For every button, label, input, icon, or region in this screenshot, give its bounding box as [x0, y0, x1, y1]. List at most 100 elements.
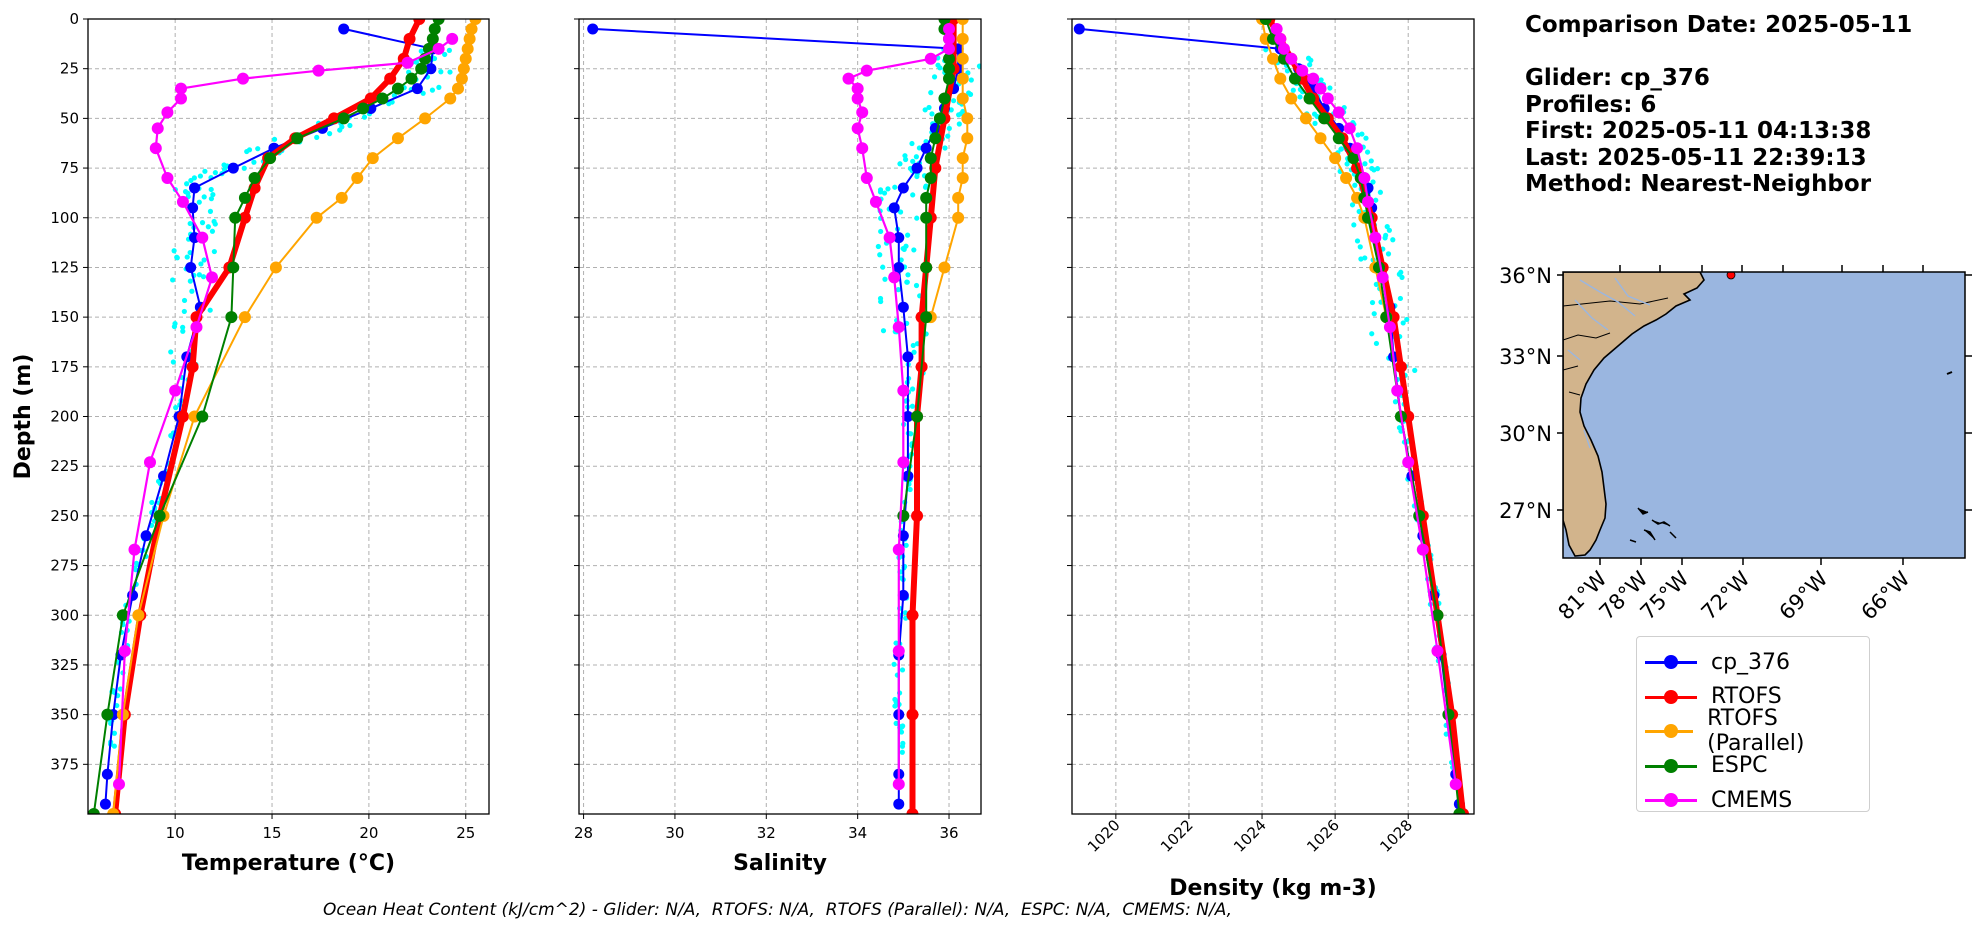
x-tick-label: 1026	[1303, 816, 1343, 856]
series-point	[892, 645, 905, 658]
series-point	[961, 112, 974, 125]
raw-point	[1369, 331, 1375, 337]
legend: cp_376 RTOFS RTOFS (Parallel) ESPC CMEMS	[1636, 636, 1870, 813]
raw-point	[908, 431, 914, 437]
series-line	[117, 38, 453, 785]
legend-label: RTOFS	[1711, 684, 1782, 710]
raw-point	[910, 192, 916, 198]
legend-item: cp_376	[1637, 645, 1869, 680]
lat-tick-label: 33°N	[1499, 345, 1552, 369]
series-point	[185, 261, 197, 273]
raw-point	[1290, 87, 1296, 93]
series-point	[897, 456, 910, 469]
lon-tick-label: 75°W	[1636, 566, 1694, 624]
series-point	[364, 92, 377, 105]
series-point	[1449, 778, 1462, 791]
raw-point	[189, 288, 195, 294]
raw-point	[1311, 111, 1318, 117]
series-point	[229, 211, 242, 224]
y-tick-label: 50	[60, 109, 79, 127]
raw-point	[1384, 224, 1390, 230]
series-point	[101, 708, 114, 721]
raw-point	[1308, 57, 1314, 63]
raw-point	[902, 156, 909, 163]
legend-label: CMEMS	[1711, 787, 1793, 813]
raw-point	[880, 264, 886, 270]
series-point	[1288, 72, 1301, 85]
map-lat-ticks: 36°N 33°N 30°N 27°N	[1499, 264, 1972, 523]
raw-point	[899, 667, 906, 673]
series-point	[419, 112, 432, 125]
series-point	[465, 22, 478, 35]
raw-point	[899, 743, 906, 749]
series-point	[236, 72, 249, 85]
series-point	[444, 92, 457, 105]
series-cmems	[112, 32, 459, 791]
raw-point	[951, 98, 957, 104]
raw-point	[182, 189, 189, 195]
series-point	[1318, 112, 1331, 125]
series-point	[310, 211, 323, 224]
legend-swatch	[1645, 721, 1694, 741]
raw-point	[201, 194, 207, 200]
raw-point	[905, 272, 911, 278]
series-point	[1296, 64, 1309, 77]
series-point	[432, 42, 445, 55]
raw-point	[913, 282, 920, 289]
raw-point	[174, 255, 180, 261]
y-ticks	[1067, 18, 1072, 765]
legend-label: RTOFS (Parallel)	[1707, 706, 1805, 757]
series-point	[151, 122, 164, 135]
raw-point	[956, 112, 962, 118]
raw-point	[1382, 235, 1388, 241]
raw-point	[956, 121, 962, 127]
series-point	[196, 231, 209, 244]
x-tick-label: 36	[939, 824, 958, 842]
series-point	[924, 152, 937, 165]
legend-swatch	[1645, 790, 1697, 810]
raw-point	[188, 177, 194, 184]
raw-point	[210, 192, 216, 198]
raw-point	[905, 232, 911, 238]
x-tick-label: 25	[456, 824, 475, 842]
raw-point	[271, 136, 278, 142]
series-point	[911, 162, 923, 174]
raw-point	[246, 147, 253, 153]
raw-point	[903, 542, 909, 548]
map-frame	[1562, 271, 1966, 559]
raw-point	[347, 122, 353, 129]
series-point	[1347, 152, 1360, 165]
profile-count: Profiles: 6	[1525, 91, 1657, 118]
raw-point	[929, 111, 935, 117]
series-point	[1332, 106, 1345, 119]
raw-point	[926, 104, 932, 111]
raw-point	[111, 743, 117, 749]
series-point	[405, 72, 418, 85]
series-point	[924, 52, 937, 65]
series-point	[426, 32, 439, 45]
series-point	[411, 83, 423, 95]
raw-point	[1362, 161, 1368, 167]
legend-item: RTOFS (Parallel)	[1637, 706, 1869, 756]
raw-point	[255, 146, 261, 152]
series-point	[99, 798, 111, 810]
series-point	[238, 191, 251, 204]
raw-point	[967, 91, 974, 97]
series-point	[920, 211, 933, 224]
series-point	[391, 82, 404, 95]
series-point	[1431, 609, 1444, 622]
raw-point	[885, 186, 891, 192]
raw-point	[892, 703, 898, 709]
raw-point	[180, 324, 186, 330]
series-cmems	[842, 22, 956, 791]
legend-swatch	[1645, 687, 1697, 707]
grid-lines	[88, 18, 489, 814]
series-rtofs-parallel-	[924, 19, 974, 324]
raw-point	[911, 247, 917, 253]
series-point	[238, 211, 251, 224]
x-axis-label: Salinity	[733, 851, 827, 876]
raw-point	[211, 248, 217, 255]
raw-point	[882, 276, 888, 282]
raw-point	[1318, 77, 1324, 83]
